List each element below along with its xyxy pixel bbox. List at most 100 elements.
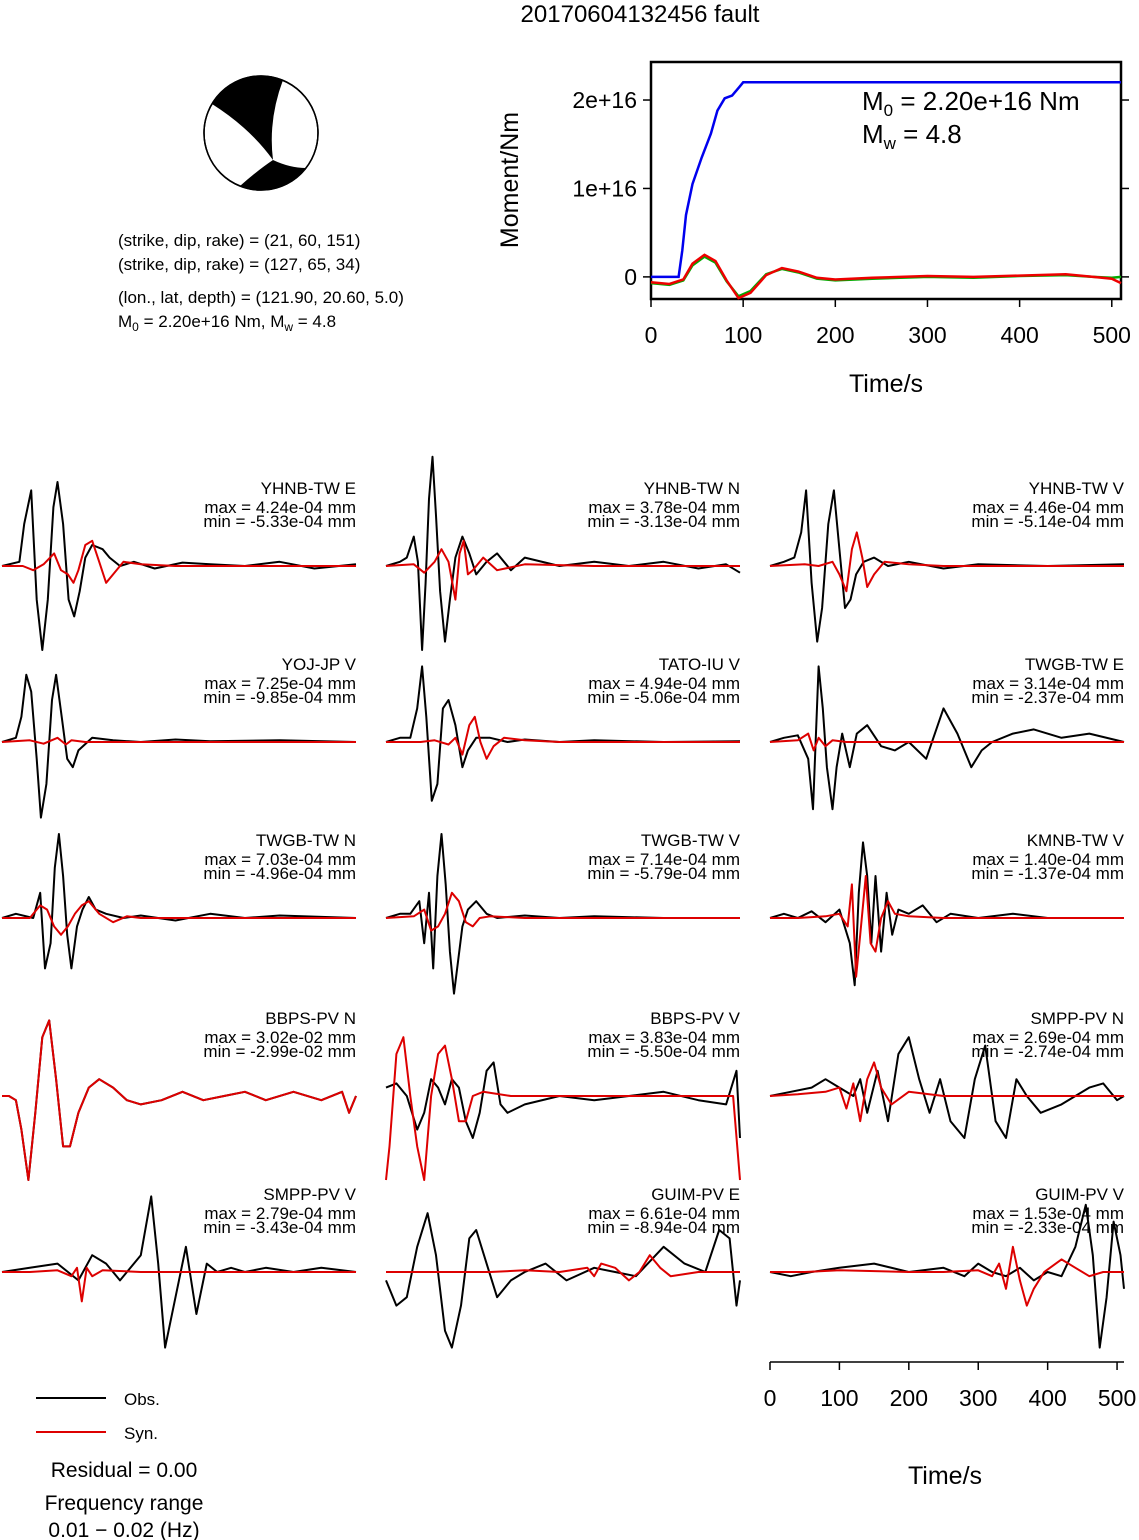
- trace-min: min = -3.13e-04 mm: [587, 512, 740, 531]
- moment-xtick-label: 500: [1093, 322, 1131, 348]
- station-label: TWGB-TW E: [1025, 655, 1124, 674]
- trace-max: max = 3.02e-02 mm: [204, 1028, 356, 1047]
- trace-min: min = -5.33e-04 mm: [203, 512, 356, 531]
- station-label: TWGB-TW N: [256, 831, 356, 850]
- observed-trace: [769, 665, 1125, 811]
- station-label: GUIM-PV V: [1035, 1185, 1124, 1204]
- moment-xlabel: Time/s: [849, 370, 923, 398]
- synthetic-trace: [2, 900, 356, 936]
- moment-xtick-label: 100: [724, 322, 762, 348]
- trace-min: min = -2.33e-04 mm: [971, 1218, 1124, 1237]
- trace-min: min = -5.79e-04 mm: [587, 864, 740, 883]
- moment-series-group: [650, 81, 1122, 300]
- trace-min: min = -1.37e-04 mm: [971, 864, 1124, 883]
- waveform-xtick-label: 500: [1098, 1385, 1136, 1411]
- synthetic-trace: [770, 1245, 1124, 1307]
- moment-xtick-label: 200: [816, 322, 854, 348]
- station-label: YHNB-TW E: [261, 479, 356, 498]
- waveform-xtick-label: 400: [1028, 1385, 1066, 1411]
- waveform-xtick-label: 300: [959, 1385, 997, 1411]
- station-label: SMPP-PV V: [263, 1185, 356, 1204]
- moment-series-rate-2: [650, 253, 1122, 300]
- frequency-range-label: Frequency range: [45, 1492, 204, 1515]
- observed-trace: [769, 841, 1124, 987]
- figure-title: 20170604132456 fault: [521, 1, 760, 28]
- legend: Obs. Syn.: [36, 1390, 160, 1443]
- synthetic-trace: [770, 875, 1124, 978]
- trace-max: max = 3.14e-04 mm: [972, 674, 1124, 693]
- moment-mw-annotation: Mw = 4.8: [862, 119, 962, 153]
- mechanism-text: (strike, dip, rake) = (21, 60, 151) (str…: [118, 231, 404, 334]
- synthetic-trace: [1, 736, 356, 746]
- station-label: TWGB-TW V: [641, 831, 741, 850]
- observed-trace: [385, 1061, 741, 1139]
- residual-text: Residual = 0.00: [51, 1459, 198, 1482]
- synthetic-trace: [2, 1019, 357, 1181]
- legend-syn-label: Syn.: [124, 1424, 158, 1443]
- moment-ytick-label: 0: [624, 264, 637, 290]
- trace-min: min = -5.14e-04 mm: [971, 512, 1124, 531]
- trace-max: max = 6.61e-04 mm: [588, 1204, 740, 1223]
- waveform-xlabel: Time/s: [908, 1462, 982, 1490]
- synthetic-trace: [769, 732, 1124, 752]
- trace-max: max = 2.79e-04 mm: [204, 1204, 356, 1223]
- waveform-x-axis: 0 100 200 300 400 500: [764, 1361, 1136, 1411]
- moment-m0-annotation: M0 = 2.20e+16 Nm: [862, 86, 1080, 120]
- beachball: [203, 75, 319, 191]
- moment-ytick-label: 2e+16: [572, 87, 637, 113]
- nodal-plane-1: (strike, dip, rake) = (21, 60, 151): [118, 231, 360, 250]
- station-label: GUIM-PV E: [651, 1185, 740, 1204]
- trace-min: min = -8.94e-04 mm: [587, 1218, 740, 1237]
- trace-max: max = 7.25e-04 mm: [204, 674, 356, 693]
- trace-min: min = -2.99e-02 mm: [203, 1042, 356, 1061]
- synthetic-trace: [385, 539, 740, 601]
- trace-min: min = -3.43e-04 mm: [203, 1218, 356, 1237]
- moment-ytick-label: 1e+16: [572, 175, 637, 201]
- nodal-plane-2: (strike, dip, rake) = (127, 65, 34): [118, 255, 360, 274]
- moment-xtick-label: 0: [645, 322, 658, 348]
- frequency-range-value: 0.01 − 0.02 (Hz): [48, 1519, 199, 1540]
- moment-ylabel: Moment/Nm: [496, 112, 524, 248]
- moment-rate-panel: 0 1e+16 2e+16 0 100 200 300 400 500 Moment/Nm T…: [496, 60, 1131, 398]
- trace-min: min = -9.85e-04 mm: [203, 688, 356, 707]
- synthetic-trace: [2, 539, 356, 584]
- synthetic-trace: [386, 715, 740, 760]
- hypocenter-location: (lon., lat, depth) = (121.90, 20.60, 5.0…: [118, 288, 404, 307]
- moment-xtick-label: 400: [1000, 322, 1038, 348]
- synthetic-trace: [769, 1061, 1124, 1123]
- beachball-compression-quadrant-upper: [212, 75, 283, 160]
- waveform-xtick-label: 200: [890, 1385, 928, 1411]
- moment-series-cumulative-0: [651, 81, 1121, 279]
- observed-trace: [385, 1212, 741, 1349]
- station-label: BBPS-PV N: [265, 1009, 356, 1028]
- waveform-xtick-label: 100: [820, 1385, 858, 1411]
- observed-trace: [1, 1195, 357, 1349]
- trace-min: min = -2.74e-04 mm: [971, 1042, 1124, 1061]
- station-label: KMNB-TW V: [1027, 831, 1125, 850]
- station-label: YHNB-TW V: [1029, 479, 1125, 498]
- observed-trace: [385, 455, 741, 651]
- legend-obs-label: Obs.: [124, 1390, 160, 1409]
- trace-min: min = -5.50e-04 mm: [587, 1042, 740, 1061]
- trace-max: max = 7.14e-04 mm: [588, 850, 740, 869]
- station-label: TATO-IU V: [659, 655, 741, 674]
- trace-max: max = 4.24e-04 mm: [204, 498, 356, 517]
- observed-trace: [1, 673, 357, 819]
- observed-trace: [1, 481, 357, 651]
- trace-max: max = 7.03e-04 mm: [204, 850, 356, 869]
- trace-max: max = 2.69e-04 mm: [972, 1028, 1124, 1047]
- synthetic-trace: [2, 1266, 356, 1303]
- station-label: BBPS-PV V: [650, 1009, 740, 1028]
